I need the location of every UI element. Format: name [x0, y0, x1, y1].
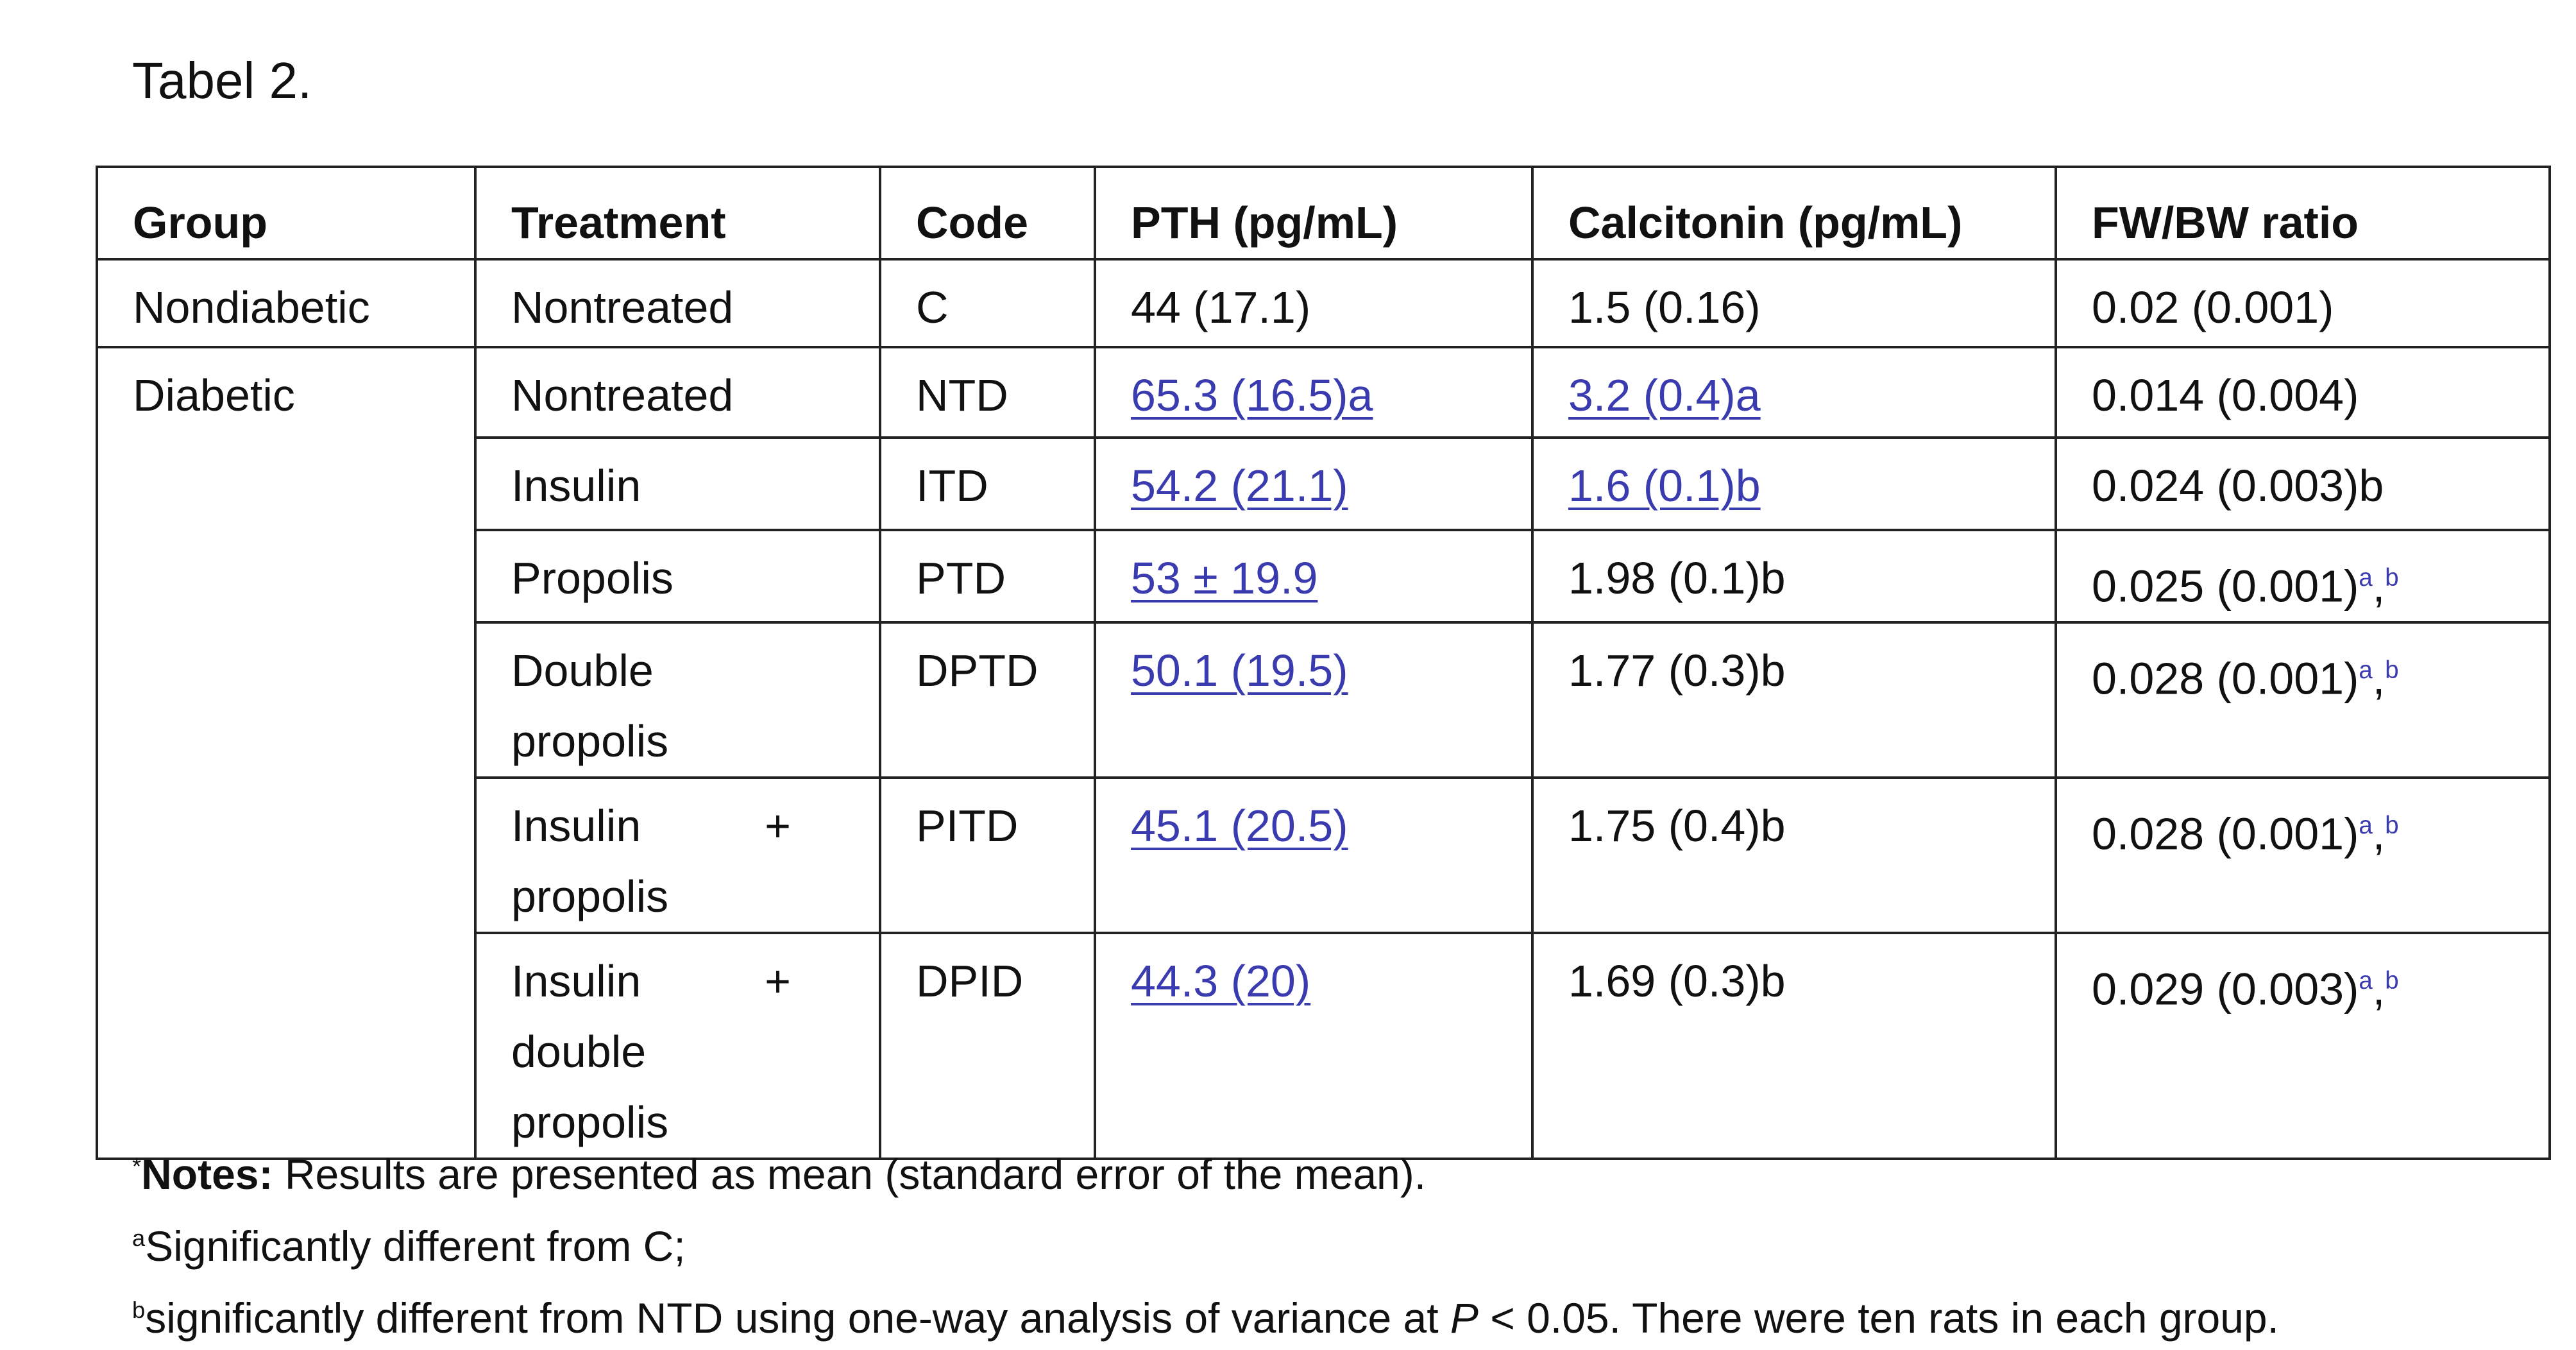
cell: Insulin	[474, 436, 881, 531]
notes: *Notes: Results are presented as mean (s…	[132, 1134, 2279, 1350]
cell: 1.77 (0.3)b	[1531, 621, 2057, 780]
separator: ,	[2372, 561, 2385, 611]
link[interactable]: 53 ± 19.9	[1131, 553, 1318, 603]
header-cell: Calcitonin (pg/mL)	[1531, 166, 2057, 261]
note-text: Significantly different from C;	[145, 1222, 686, 1270]
note-text: significantly different from NTD using o…	[145, 1294, 1450, 1342]
superscript: b	[2385, 564, 2399, 592]
cell: Propolis	[474, 528, 881, 624]
cell-text: 0.029 (0.003)	[2092, 964, 2359, 1014]
header-cell: FW/BW ratio	[2055, 166, 2551, 261]
cell: Insulin + propolis	[474, 776, 881, 935]
superscript: a	[2359, 967, 2373, 995]
cell: ITD	[879, 436, 1096, 531]
note-italic: P	[1450, 1294, 1479, 1342]
link[interactable]: 54.2 (21.1)	[1131, 461, 1348, 511]
cell: 1.69 (0.3)b	[1531, 932, 2057, 1161]
note-text: < 0.05. There were ten rats in each grou…	[1478, 1294, 2279, 1342]
cell: 65.3 (16.5)a	[1094, 346, 1534, 439]
cell: Nondiabetic	[96, 258, 477, 348]
cell: Nontreated	[474, 346, 881, 439]
header-cell: PTH (pg/mL)	[1094, 166, 1534, 261]
note: *Notes: Results are presented as mean (s…	[132, 1134, 2279, 1206]
cell: DPID	[879, 932, 1096, 1161]
cell-text: 0.028 (0.001)	[2092, 653, 2359, 704]
cell: Double propolis	[474, 621, 881, 780]
cell: PTD	[879, 528, 1096, 624]
cell-text: 0.025 (0.001)	[2092, 561, 2359, 611]
superscript: a	[2359, 564, 2373, 592]
cell: 0.014 (0.004)	[2055, 346, 2551, 439]
cell: 0.02 (0.001)	[2055, 258, 2551, 348]
cell: NTD	[879, 346, 1096, 439]
cell: 53 ± 19.9	[1094, 528, 1534, 624]
cell: 0.028 (0.001)a,b	[2055, 776, 2551, 935]
cell: Nontreated	[474, 258, 881, 348]
cell: 0.025 (0.001)a,b	[2055, 528, 2551, 624]
cell: 45.1 (20.5)	[1094, 776, 1534, 935]
table-row: Double propolis DPTD 50.1 (19.5) 1.77 (0.3)…	[97, 621, 2551, 780]
table-row: Insulin + propolis PITD 45.1 (20.5) 1.75 (0…	[97, 776, 2551, 935]
cell: PITD	[879, 776, 1096, 935]
link[interactable]: 1.6 (0.1)b	[1568, 461, 1761, 511]
note-mark: b	[132, 1297, 146, 1323]
cell-text: 0.028 (0.001)	[2092, 808, 2359, 859]
link[interactable]: 65.3 (16.5)a	[1131, 370, 1373, 420]
cell: Insulin + double propolis	[474, 932, 881, 1161]
note-mark: a	[132, 1225, 146, 1251]
cell: 54.2 (21.1)	[1094, 436, 1534, 531]
cell: C	[879, 258, 1096, 348]
cell: 0.029 (0.003)a,b	[2055, 932, 2551, 1161]
cell: 3.2 (0.4)a	[1531, 346, 2057, 439]
cell: 1.6 (0.1)b	[1531, 436, 2057, 531]
link[interactable]: 3.2 (0.4)a	[1568, 370, 1761, 420]
cell: 1.98 (0.1)b	[1531, 528, 2057, 624]
cell: 44.3 (20)	[1094, 932, 1534, 1161]
cell: 50.1 (19.5)	[1094, 621, 1534, 780]
table-row: Nondiabetic Nontreated C 44 (17.1) 1.5 (0.16…	[96, 258, 2551, 348]
superscript: a	[2359, 812, 2373, 840]
cell: 1.75 (0.4)b	[1531, 776, 2057, 935]
link[interactable]: 44.3 (20)	[1131, 956, 1311, 1007]
note: aSignificantly different from C;	[132, 1206, 2279, 1278]
cell: 0.024 (0.003)b	[2055, 436, 2551, 531]
link[interactable]: 50.1 (19.5)	[1131, 645, 1348, 696]
cell: 44 (17.1)	[1094, 258, 1534, 348]
superscript: b	[2385, 967, 2399, 995]
table-row: Diabetic Nontreated NTD 65.3 (16.5)a 3.2 (0.…	[96, 345, 2551, 1161]
separator: ,	[2372, 653, 2385, 704]
header-cell: Group	[96, 166, 477, 261]
header-cell: Code	[879, 166, 1096, 261]
note-text: Results are presented as mean (standard …	[273, 1150, 1427, 1198]
table-row: Propolis PTD 53 ± 19.9 1.98 (0.1)b 0.025 (0.…	[97, 528, 2551, 624]
data-table: Group Treatment Code PTH (pg/mL) Calcitonin …	[96, 166, 2551, 1161]
table-row: Insulin + double propolis DPID 44.3 (20) 1.…	[97, 932, 2551, 1161]
superscript: b	[2385, 812, 2399, 840]
table-title: Tabel 2.	[132, 52, 312, 109]
link[interactable]: 45.1 (20.5)	[1131, 801, 1348, 851]
cell: 0.028 (0.001)a,b	[2055, 621, 2551, 780]
header-row: Group Treatment Code PTH (pg/mL) Calcitonin …	[96, 166, 2551, 261]
note-mark: *	[132, 1153, 142, 1179]
cell: Diabetic	[96, 345, 477, 1161]
header-cell: Treatment	[474, 166, 881, 261]
superscript: a	[2359, 656, 2373, 685]
note-label: Notes:	[141, 1150, 273, 1198]
note: bsignificantly different from NTD using …	[132, 1278, 2279, 1350]
cell: DPTD	[879, 621, 1096, 780]
table-row: Insulin ITD 54.2 (21.1) 1.6 (0.1)b 0.024 (0.…	[97, 436, 2551, 531]
cell: 1.5 (0.16)	[1531, 258, 2057, 348]
separator: ,	[2372, 964, 2385, 1014]
superscript: b	[2385, 656, 2399, 685]
separator: ,	[2372, 808, 2385, 859]
